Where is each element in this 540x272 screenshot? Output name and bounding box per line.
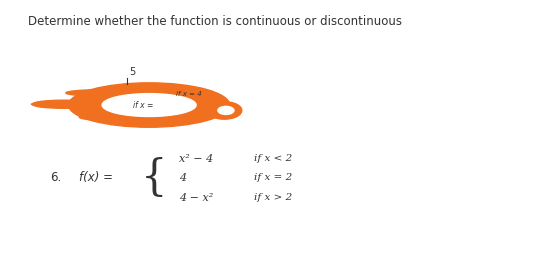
Text: Determine whether the function is continuous or discontinuous: Determine whether the function is contin…: [28, 15, 402, 28]
Text: {: {: [141, 157, 168, 199]
Text: 4: 4: [179, 173, 186, 183]
Ellipse shape: [102, 94, 196, 116]
Text: if x =: if x =: [133, 101, 153, 110]
Text: if x < 2: if x < 2: [254, 154, 292, 163]
Text: 5: 5: [129, 67, 135, 77]
Text: if x = 2: if x = 2: [254, 173, 292, 182]
Text: f(x) =: f(x) =: [79, 171, 113, 184]
Ellipse shape: [79, 114, 127, 120]
Text: 6.: 6.: [50, 171, 61, 184]
Text: x² − 4: x² − 4: [179, 154, 213, 164]
Text: 4 − x²: 4 − x²: [179, 193, 213, 203]
Ellipse shape: [32, 100, 94, 108]
Polygon shape: [31, 101, 42, 107]
Ellipse shape: [218, 106, 234, 115]
Ellipse shape: [69, 83, 230, 127]
Ellipse shape: [207, 102, 242, 119]
Ellipse shape: [66, 89, 146, 96]
Text: if x > 2: if x > 2: [254, 193, 292, 202]
Text: if x = 4: if x = 4: [176, 91, 202, 97]
